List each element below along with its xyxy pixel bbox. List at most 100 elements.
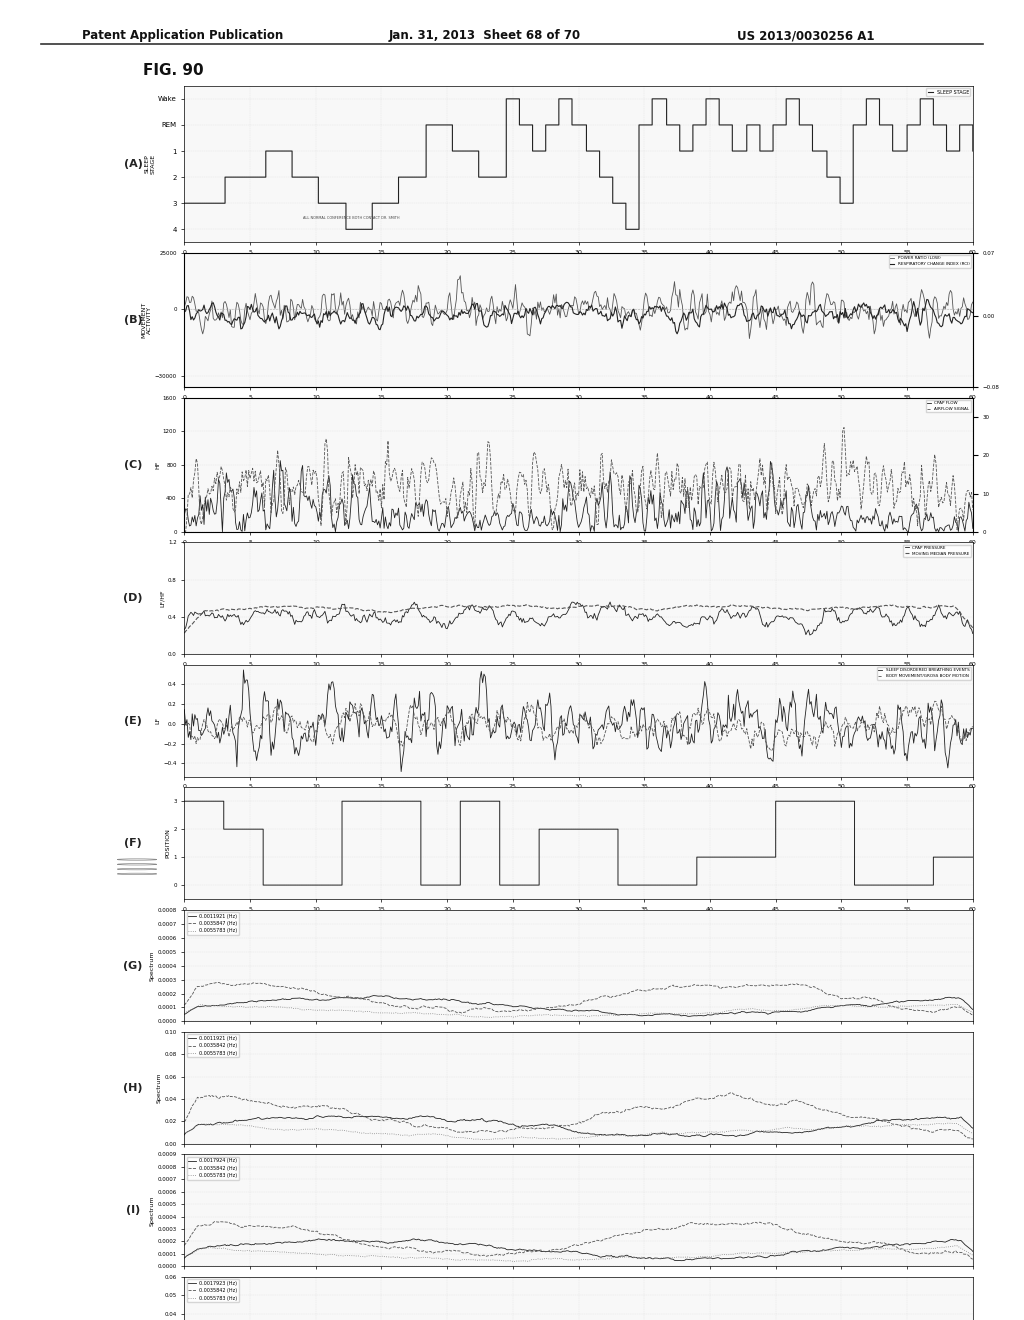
0.0011921 (Hz): [683, 1008, 695, 1024]
Line: POWER RATIO (LOW): POWER RATIO (LOW): [184, 276, 973, 338]
Y-axis label: MOVEMENT
ACTIVITY: MOVEMENT ACTIVITY: [141, 302, 152, 338]
CPAP PRESSURE: [916, 618, 929, 634]
Legend: SLEEP STAGE: SLEEP STAGE: [927, 88, 971, 96]
Line: CPAP PRESSURE: CPAP PRESSURE: [184, 602, 973, 635]
0.0011921 (Hz): [228, 1113, 241, 1129]
0.0017924 (Hz): [809, 1243, 821, 1259]
Line: 0.0035847 (Hz): 0.0035847 (Hz): [184, 982, 973, 1015]
CPAP PRESSURE: [326, 612, 338, 628]
BODY MOVEMENT/GROSS BODY MOTION: [929, 693, 941, 709]
0.0017924 (Hz): [944, 1232, 956, 1247]
BODY MOVEMENT/GROSS BODY MOTION: [228, 719, 241, 735]
MOVING MEDIAN PRESSURE: [943, 599, 955, 615]
0.0055783 (Hz): [228, 1117, 241, 1133]
0.0055783 (Hz): [948, 997, 961, 1012]
AIRFLOW SIGNAL: [943, 487, 955, 503]
0.0055783 (Hz): [942, 1115, 954, 1131]
Text: US 2013/0030256 A1: US 2013/0030256 A1: [737, 29, 874, 42]
Y-axis label: LF/HF: LF/HF: [160, 590, 165, 607]
0.0055783 (Hz): [808, 1243, 820, 1259]
BODY MOVEMENT/GROSS BODY MOTION: [326, 731, 338, 747]
0.0035842 (Hz): [327, 1226, 339, 1242]
0.0055783 (Hz): [808, 1122, 820, 1138]
AIRFLOW SIGNAL: [228, 504, 241, 520]
0.0035847 (Hz): [439, 1001, 452, 1016]
0.0035842 (Hz): [915, 1122, 928, 1138]
CPAP PRESSURE: [228, 606, 241, 622]
AIRFLOW SIGNAL: [326, 510, 338, 525]
0.0035842 (Hz): [967, 1251, 979, 1267]
0.0055783 (Hz): [438, 1007, 451, 1023]
0.0017924 (Hz): [228, 1238, 241, 1254]
Line: 0.0055783 (Hz): 0.0055783 (Hz): [184, 1123, 973, 1139]
CPAP FLOW: [327, 520, 339, 536]
0.0055783 (Hz): [508, 1254, 520, 1270]
0.0055783 (Hz): [326, 1246, 338, 1262]
0.0035842 (Hz): [228, 1089, 241, 1105]
Line: 0.0011921 (Hz): 0.0011921 (Hz): [184, 1115, 973, 1137]
0.0011921 (Hz): [439, 1113, 452, 1129]
BODY MOVEMENT/GROSS BODY MOTION: [438, 710, 451, 726]
SLEEP DISORDERED BREATHING EVENTS: [441, 698, 454, 714]
0.0017924 (Hz): [178, 1250, 190, 1266]
Text: (B): (B): [124, 315, 142, 325]
0.0017924 (Hz): [327, 1232, 339, 1247]
Legend: 0.0011921 (Hz), 0.0035847 (Hz), 0.0055783 (Hz): 0.0011921 (Hz), 0.0035847 (Hz), 0.005578…: [186, 912, 239, 935]
CPAP FLOW: [967, 520, 979, 536]
SLEEP DISORDERED BREATHING EVENTS: [944, 735, 956, 751]
CPAP FLOW: [944, 523, 956, 539]
Text: (E): (E): [124, 715, 142, 726]
0.0017924 (Hz): [312, 1232, 325, 1247]
POWER RATIO (LOW): [326, 286, 338, 302]
0.0011921 (Hz): [439, 991, 452, 1007]
0.0011921 (Hz): [327, 1109, 339, 1125]
POWER RATIO (LOW): [916, 285, 929, 301]
BODY MOVEMENT/GROSS BODY MOTION: [766, 743, 778, 759]
0.0011921 (Hz): [809, 1122, 821, 1138]
Legend: 0.0011921 (Hz), 0.0035842 (Hz), 0.0055783 (Hz): 0.0011921 (Hz), 0.0035842 (Hz), 0.005578…: [186, 1035, 239, 1057]
SLEEP DISORDERED BREATHING EVENTS: [238, 663, 250, 678]
0.0055783 (Hz): [943, 1239, 955, 1255]
Y-axis label: HF: HF: [155, 461, 160, 469]
0.0011921 (Hz): [916, 1110, 929, 1126]
MOVING MEDIAN PRESSURE: [228, 602, 241, 618]
SLEEP DISORDERED BREATHING EVENTS: [178, 702, 190, 718]
AIRFLOW SIGNAL: [178, 524, 190, 540]
0.0011921 (Hz): [178, 1127, 190, 1143]
AIRFLOW SIGNAL: [438, 495, 451, 511]
RESPIRATORY CHANGE INDEX (RCI): [178, 304, 190, 319]
0.0035847 (Hz): [229, 978, 242, 994]
0.0011921 (Hz): [178, 1006, 190, 1022]
Text: (D): (D): [123, 594, 143, 603]
Legend: 0.0017924 (Hz), 0.0035842 (Hz), 0.0055783 (Hz): 0.0017924 (Hz), 0.0035842 (Hz), 0.005578…: [186, 1156, 239, 1180]
CPAP FLOW: [916, 521, 929, 537]
Line: MOVING MEDIAN PRESSURE: MOVING MEDIAN PRESSURE: [184, 605, 973, 634]
CPAP FLOW: [902, 524, 914, 540]
0.0011921 (Hz): [326, 991, 338, 1007]
Text: (C): (C): [124, 459, 142, 470]
BODY MOVEMENT/GROSS BODY MOTION: [808, 729, 820, 744]
MOVING MEDIAN PRESSURE: [178, 626, 190, 642]
CPAP PRESSURE: [809, 623, 821, 639]
BODY MOVEMENT/GROSS BODY MOTION: [967, 718, 979, 734]
Text: FIG. 90: FIG. 90: [143, 63, 204, 78]
SLEEP DISORDERED BREATHING EVENTS: [327, 675, 339, 690]
AIRFLOW SIGNAL: [838, 420, 850, 436]
SLEEP DISORDERED BREATHING EVENTS: [395, 764, 408, 780]
Y-axis label: POSITION: POSITION: [166, 828, 170, 858]
SLEEP DISORDERED BREATHING EVENTS: [228, 729, 241, 744]
MOVING MEDIAN PRESSURE: [438, 598, 451, 614]
0.0035847 (Hz): [808, 978, 820, 994]
CPAP PRESSURE: [944, 606, 956, 622]
RESPIRATORY CHANGE INDEX (RCI): [921, 292, 933, 308]
RESPIRATORY CHANGE INDEX (RCI): [944, 312, 956, 327]
CPAP FLOW: [274, 453, 287, 469]
Text: (I): (I): [126, 1205, 140, 1216]
CPAP FLOW: [178, 507, 190, 523]
0.0035842 (Hz): [915, 1245, 928, 1261]
Text: ALL NORMAL CONFERENCE BOTH CONTACT DR. SMITH: ALL NORMAL CONFERENCE BOTH CONTACT DR. S…: [303, 216, 399, 220]
0.0055783 (Hz): [967, 1126, 979, 1142]
Text: (G): (G): [124, 961, 142, 970]
Legend: CPAP FLOW, AIRFLOW SIGNAL: CPAP FLOW, AIRFLOW SIGNAL: [926, 400, 971, 412]
0.0055783 (Hz): [438, 1251, 451, 1267]
